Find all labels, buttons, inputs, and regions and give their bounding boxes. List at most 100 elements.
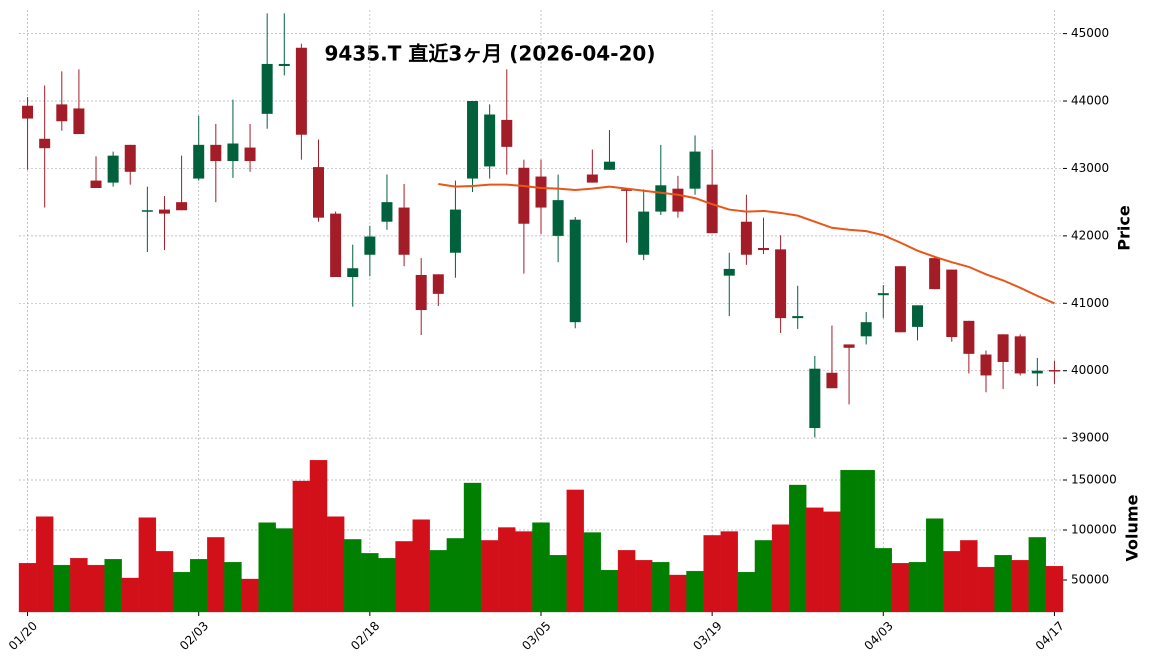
volume-bar bbox=[224, 562, 242, 613]
candle-body bbox=[295, 47, 307, 135]
candle-body bbox=[158, 209, 170, 214]
candle-body bbox=[638, 211, 650, 255]
volume-bar bbox=[121, 577, 139, 613]
volume-bar bbox=[703, 535, 721, 613]
volume-bar bbox=[720, 531, 738, 613]
volume-tick-label: 150000 bbox=[1071, 473, 1117, 487]
candle-body bbox=[757, 248, 769, 251]
volume-bar bbox=[686, 570, 704, 613]
volume-bar bbox=[412, 519, 430, 613]
moving-average-line bbox=[438, 182, 1055, 305]
volume-bar bbox=[429, 550, 448, 613]
volume-bar bbox=[1045, 565, 1064, 613]
volume-bar bbox=[241, 578, 259, 613]
volume-bar bbox=[652, 562, 670, 613]
y-tick-label: 41000 bbox=[1071, 296, 1109, 310]
volume-bar bbox=[35, 516, 54, 613]
candle-body bbox=[740, 221, 752, 255]
candle-body bbox=[90, 180, 102, 188]
y-tick-label: 44000 bbox=[1071, 94, 1109, 108]
volume-bar bbox=[53, 564, 71, 613]
candle-body bbox=[569, 219, 581, 323]
x-tick-label: 03/19 bbox=[690, 619, 724, 653]
candle-body bbox=[124, 144, 136, 172]
chart-title: 9435.T 直近3ヶ月 (2026-04-20) bbox=[325, 42, 656, 66]
x-tick-label: 02/18 bbox=[348, 619, 382, 653]
candle-body bbox=[843, 344, 855, 348]
volume-bar bbox=[258, 522, 276, 613]
candle-body bbox=[364, 236, 376, 255]
candle-body bbox=[706, 184, 718, 234]
volume-tick-label: 100000 bbox=[1071, 523, 1117, 537]
candle-body bbox=[860, 322, 872, 337]
candle-body bbox=[518, 167, 530, 224]
volume-bar bbox=[617, 550, 636, 613]
y-tick-label: 40000 bbox=[1071, 363, 1109, 377]
candle-body bbox=[22, 105, 34, 119]
candle-body bbox=[792, 316, 804, 319]
volume-bar bbox=[446, 538, 465, 613]
candle-body bbox=[586, 174, 598, 183]
volume-bar bbox=[789, 484, 807, 613]
candle-body bbox=[176, 202, 188, 211]
candle-body bbox=[621, 189, 633, 191]
candle-body bbox=[449, 209, 461, 253]
candle-body bbox=[809, 368, 821, 429]
volume-bar bbox=[891, 563, 910, 613]
candle-body bbox=[603, 161, 615, 170]
candle-body bbox=[313, 167, 325, 218]
candle-body bbox=[381, 202, 393, 222]
volume-bar bbox=[960, 540, 978, 613]
y-tick-label: 43000 bbox=[1071, 161, 1109, 175]
candle-body bbox=[39, 138, 51, 149]
volume-bar bbox=[138, 517, 157, 613]
candle-body bbox=[535, 176, 547, 208]
volume-bar bbox=[189, 559, 208, 613]
candle-body bbox=[894, 266, 906, 333]
volume-bar bbox=[344, 539, 362, 613]
volume-bar bbox=[172, 571, 191, 613]
candle-body bbox=[347, 268, 359, 277]
volume-bar bbox=[994, 555, 1012, 613]
volume-bar bbox=[155, 551, 174, 613]
volume-bar bbox=[754, 540, 773, 613]
y-axis-label: Price bbox=[1115, 205, 1134, 251]
volume-bar bbox=[857, 469, 875, 613]
volume-bar bbox=[634, 560, 653, 613]
candle-body bbox=[929, 258, 941, 290]
volume-bar bbox=[1011, 560, 1029, 613]
volume-bar bbox=[207, 537, 225, 613]
candle-body bbox=[775, 249, 787, 319]
x-tick-label: 04/17 bbox=[1033, 619, 1067, 653]
candle-body bbox=[689, 151, 701, 189]
volume-bar bbox=[737, 571, 756, 613]
candle-body bbox=[946, 269, 958, 338]
volume-bar bbox=[463, 482, 482, 613]
x-tick-label: 01/20 bbox=[6, 619, 40, 653]
volume-bar bbox=[515, 531, 533, 613]
volume-bar bbox=[583, 532, 602, 613]
candle-body bbox=[980, 354, 992, 376]
candle-body bbox=[227, 143, 239, 162]
candle-body bbox=[398, 207, 410, 255]
volume-bar bbox=[480, 540, 499, 613]
candle-body bbox=[963, 320, 975, 354]
volume-bar bbox=[378, 558, 396, 613]
candle-body bbox=[723, 268, 735, 276]
x-tick-label: 02/03 bbox=[177, 619, 211, 653]
volume-bar bbox=[395, 541, 413, 613]
volume-tick-label: 50000 bbox=[1071, 573, 1109, 587]
y-tick-label: 45000 bbox=[1071, 26, 1109, 40]
volume-bar bbox=[292, 480, 311, 613]
volume-bar bbox=[977, 566, 995, 613]
candle-body bbox=[877, 293, 889, 296]
y-tick-label: 42000 bbox=[1071, 228, 1109, 242]
candle-body bbox=[655, 185, 667, 212]
candle-body bbox=[415, 274, 427, 311]
candle-body bbox=[107, 155, 119, 183]
candle-body bbox=[552, 200, 564, 236]
candle-body bbox=[997, 334, 1009, 362]
volume-bar bbox=[840, 469, 858, 613]
